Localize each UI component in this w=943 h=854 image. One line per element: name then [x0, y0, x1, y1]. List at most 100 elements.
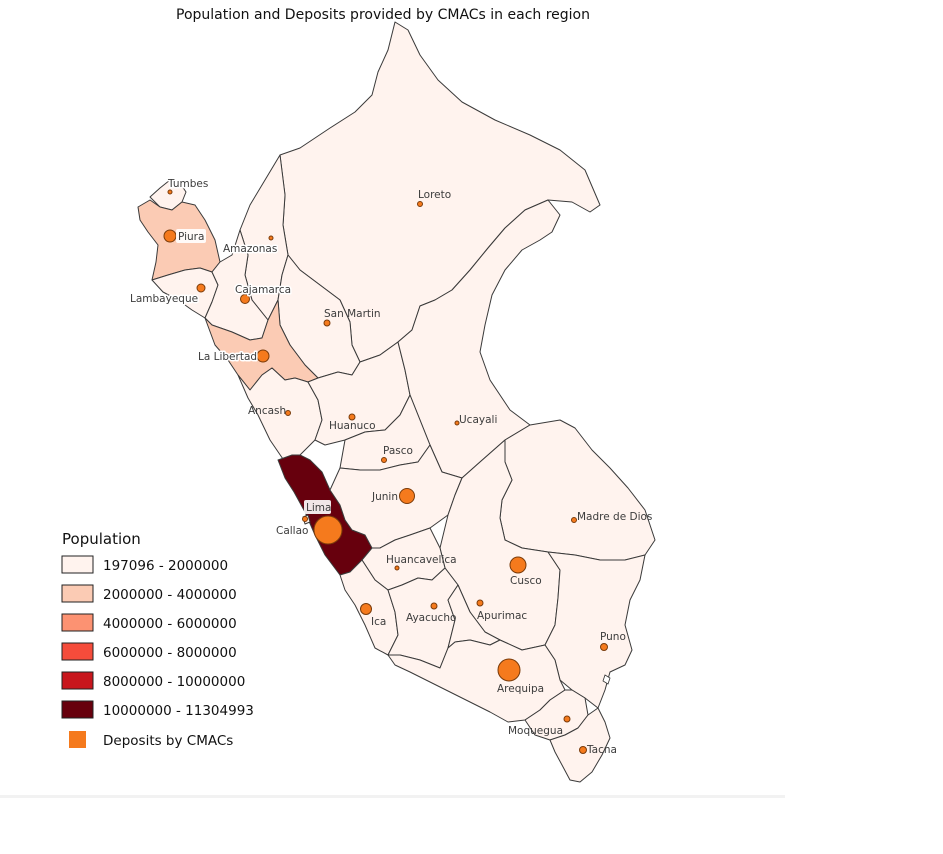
- legend-swatch-4: [61, 642, 94, 661]
- bubble-arequipa: [497, 658, 521, 682]
- label-moquegua: Moquegua: [508, 725, 563, 737]
- svg-text:Callao: Callao: [276, 525, 308, 537]
- label-san-martin: San Martin: [324, 308, 381, 320]
- legend-swatch-2: [61, 584, 94, 603]
- label-amazonas: Amazonas Amazonas: [222, 242, 279, 257]
- legend-swatch-6: [61, 700, 94, 719]
- svg-text:Apurimac: Apurimac: [477, 610, 527, 622]
- legend: Population 197096 - 2000000 2000000 - 40…: [61, 530, 254, 749]
- bubble-piura: [163, 229, 177, 243]
- svg-text:Pasco: Pasco: [383, 445, 413, 457]
- label-junin: Junin: [371, 491, 398, 503]
- svg-text:Ucayali: Ucayali: [459, 414, 497, 426]
- bubble-san-martin: [323, 319, 331, 327]
- svg-text:Madre de Dios: Madre de Dios: [577, 511, 652, 523]
- bubble-ucayali: [454, 420, 460, 426]
- legend-title: Population: [62, 530, 141, 548]
- svg-text:Moquegua: Moquegua: [508, 725, 563, 737]
- label-lambayeque: Lambayeque Lambayeque: [129, 292, 200, 307]
- bubble-madre-de-dios: [571, 517, 577, 523]
- label-piura: Piura: [176, 229, 206, 243]
- svg-text:Cajamarca: Cajamarca: [235, 284, 291, 296]
- bubble-cajamarca: [240, 294, 250, 304]
- svg-text:Lima: Lima: [306, 502, 331, 514]
- label-cajamarca: Cajamarca Cajamarca: [234, 283, 293, 298]
- svg-text:Tumbes: Tumbes: [167, 178, 208, 190]
- svg-text:La Libertad: La Libertad: [198, 351, 257, 363]
- bubble-callao: [302, 516, 308, 522]
- svg-text:Huanuco: Huanuco: [329, 420, 376, 432]
- svg-text:Lambayeque: Lambayeque: [130, 293, 198, 305]
- label-tacna: Tacna: [586, 744, 617, 756]
- svg-text:Cajamarca: Cajamarca: [235, 284, 291, 296]
- lake-island-icon: [602, 674, 611, 685]
- bubble-moquegua: [563, 715, 571, 723]
- svg-text:Tumbes: Tumbes: [167, 178, 208, 190]
- bubble-tumbes: [167, 189, 173, 195]
- bubble-huanuco: [348, 413, 356, 421]
- svg-text:Lambayeque: Lambayeque: [130, 293, 198, 305]
- legend-deposits-label: Deposits by CMACs: [103, 733, 233, 749]
- svg-text:Piura: Piura: [178, 231, 204, 243]
- svg-text:San Martin: San Martin: [324, 308, 381, 320]
- legend-label-5: 8000000 - 10000000: [103, 674, 245, 690]
- legend-deposits-symbol: [69, 731, 86, 748]
- region-madre-de-dios: [499, 419, 656, 561]
- svg-text:Tacna: Tacna: [586, 744, 617, 756]
- svg-text:La Libertad: La Libertad: [198, 351, 257, 363]
- label-puno: Puno: [600, 631, 626, 643]
- label-huanuco: Huanuco: [329, 420, 376, 432]
- legend-label-4: 6000000 - 8000000: [103, 645, 237, 661]
- legend-label-3: 4000000 - 6000000: [103, 616, 237, 632]
- label-callao: Callao Callao: [275, 524, 310, 539]
- svg-text:Ica: Ica: [371, 616, 386, 628]
- bubble-ayacucho: [430, 602, 438, 610]
- bubble-ancash: [285, 410, 291, 416]
- bubble-lima: [313, 515, 343, 545]
- bubble-ica: [360, 603, 372, 615]
- label-pasco: Pasco: [383, 445, 413, 457]
- legend-swatch-3: [61, 613, 94, 632]
- legend-swatch-1: [61, 555, 94, 574]
- label-madre-de-dios: Madre de Dios: [577, 511, 652, 523]
- svg-text:Callao: Callao: [276, 525, 308, 537]
- map-title: Population and Deposits provided by CMAC…: [176, 7, 590, 23]
- bubble-huancavelica: [394, 565, 400, 571]
- region-moquegua: [524, 689, 589, 741]
- label-ica: Ica: [371, 616, 386, 628]
- bubble-puno: [600, 643, 608, 651]
- bubble-apurimac: [476, 599, 484, 607]
- label-tumbes: Tumbes Tumbes: [166, 177, 210, 192]
- svg-text:Amazonas: Amazonas: [223, 243, 277, 255]
- svg-text:Loreto: Loreto: [418, 189, 451, 201]
- label-huancavelica: Huancavelica: [386, 554, 457, 566]
- legend-label-1: 197096 - 2000000: [103, 558, 228, 574]
- legend-swatch-5: [61, 671, 94, 690]
- svg-text:Arequipa: Arequipa: [497, 683, 544, 695]
- label-apurimac: Apurimac: [477, 610, 527, 622]
- map-frame: Population and Deposits provided by CMAC…: [61, 7, 656, 783]
- bubble-pasco: [381, 457, 387, 463]
- svg-text:Puno: Puno: [600, 631, 626, 643]
- bottom-strip: [0, 795, 943, 854]
- bubble-cusco: [509, 556, 527, 574]
- svg-text:Cusco: Cusco: [510, 575, 542, 587]
- bubble-tacna: [579, 746, 587, 754]
- svg-text:Ancash: Ancash: [248, 405, 286, 417]
- svg-text:Amazonas: Amazonas: [223, 243, 277, 255]
- label-arequipa: Arequipa: [497, 683, 544, 695]
- label-la-libertad: La Libertad La Libertad: [197, 350, 259, 365]
- label-ancash: Ancash: [248, 405, 286, 417]
- svg-text:Ayacucho: Ayacucho: [406, 612, 456, 624]
- label-ucayali: Ucayali: [459, 414, 497, 426]
- label-lima: Lima: [304, 500, 331, 514]
- bubble-amazonas: [268, 235, 274, 241]
- label-cusco: Cusco: [510, 575, 542, 587]
- label-ayacucho: Ayacucho: [406, 612, 456, 624]
- region-arequipa: [387, 639, 566, 723]
- bubble-lambayeque: [196, 283, 206, 293]
- label-loreto: Loreto: [418, 189, 451, 201]
- svg-text:Junin: Junin: [371, 491, 398, 503]
- region-tacna: [549, 707, 611, 783]
- legend-label-2: 2000000 - 4000000: [103, 587, 237, 603]
